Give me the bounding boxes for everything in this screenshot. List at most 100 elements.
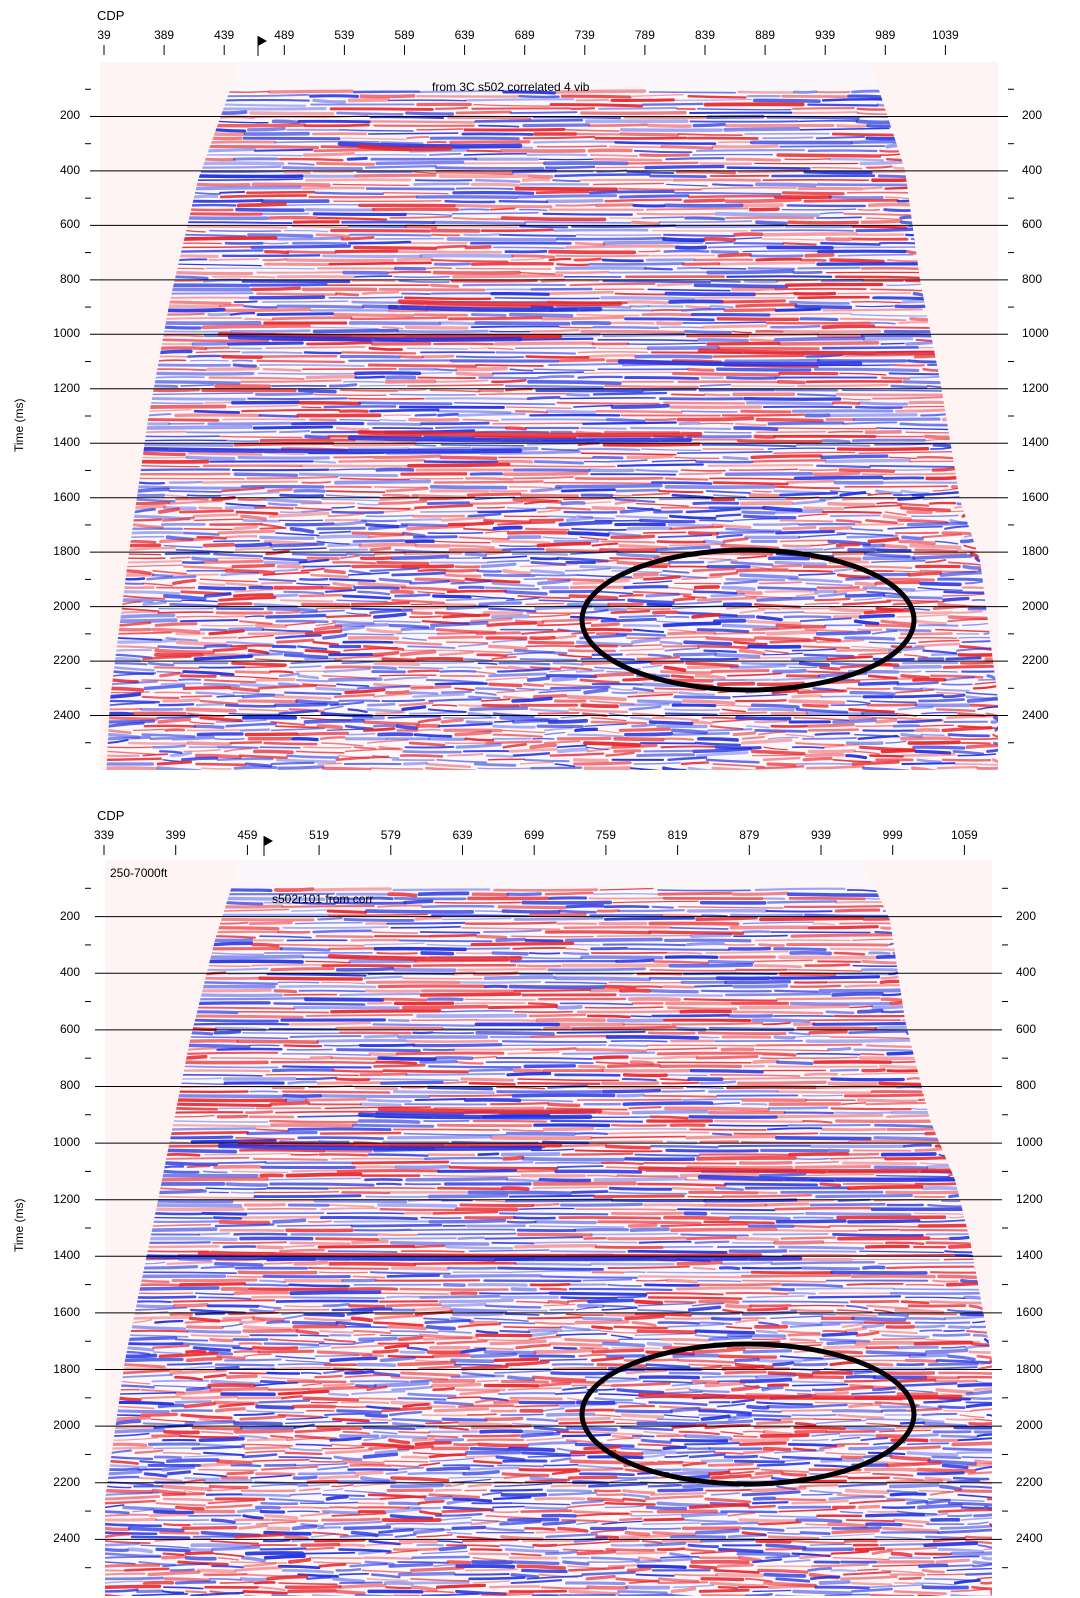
- y-tick-label-right: 800: [1016, 1078, 1037, 1093]
- panel-note: 250-7000ft: [110, 866, 168, 880]
- x-tick-label: 589: [394, 28, 415, 42]
- y-tick-label-right: 2000: [1016, 1418, 1043, 1433]
- x-tick-label: 939: [810, 828, 832, 842]
- y-tick-label-right: 800: [1022, 271, 1043, 286]
- x-tick-label: 759: [595, 828, 616, 842]
- x-tick-label: 1039: [932, 28, 959, 42]
- x-axis-label: CDP: [97, 8, 125, 23]
- reflector-band: [227, 334, 523, 342]
- reflector-band: [117, 1254, 803, 1262]
- y-tick-label-left: 2200: [53, 1474, 80, 1489]
- y-tick-label-right: 1400: [1022, 435, 1049, 450]
- y-tick-label-left: 2000: [53, 1418, 80, 1433]
- y-tick-label-right: 1200: [1022, 380, 1049, 395]
- x-tick-label: 739: [574, 28, 595, 42]
- y-axis-label: Time (ms): [12, 398, 26, 452]
- x-tick-label: 519: [309, 828, 330, 842]
- seismic-section-bottom: [85, 836, 1008, 1596]
- y-tick-label-left: 2000: [53, 598, 80, 613]
- y-tick-label-left: 600: [59, 217, 80, 232]
- x-tick-label: 819: [667, 828, 688, 842]
- x-tick-label: 889: [755, 28, 776, 42]
- y-tick-label-left: 200: [59, 108, 80, 123]
- y-tick-label-right: 2200: [1022, 653, 1049, 668]
- reflector-band: [347, 435, 693, 443]
- annotation-ellipse: [579, 547, 917, 693]
- y-tick-label-right: 2000: [1022, 598, 1049, 613]
- reflector-band: [637, 1392, 963, 1400]
- x-tick-label: 639: [454, 28, 475, 42]
- y-tick-label-left: 200: [59, 908, 80, 923]
- reflector-band: [697, 348, 953, 356]
- seismic-reflections: [105, 860, 992, 1596]
- reflector-band: [617, 359, 863, 367]
- y-tick-label-left: 1800: [53, 544, 80, 559]
- x-tick-label: 339: [93, 828, 115, 842]
- y-tick-label-left: 400: [59, 162, 80, 177]
- x-tick-label: 389: [154, 28, 175, 42]
- y-tick-label-right: 600: [1016, 1021, 1037, 1036]
- y-tick-label-right: 1200: [1016, 1191, 1043, 1206]
- marker-flag-icon: [264, 836, 273, 846]
- y-tick-label-left: 400: [59, 965, 80, 980]
- x-tick-label: 639: [452, 828, 473, 842]
- reflector-band: [327, 953, 523, 962]
- x-tick-label: 689: [514, 28, 535, 42]
- y-tick-label-left: 600: [59, 1021, 80, 1036]
- reflector-band: [117, 446, 523, 454]
- x-tick-label: 459: [237, 828, 258, 842]
- y-tick-label-left: 1600: [53, 489, 80, 504]
- y-tick-label-left: 2200: [53, 653, 80, 668]
- x-tick-label: 399: [165, 828, 186, 842]
- marker-flag-icon: [258, 36, 267, 46]
- y-tick-label-right: 1800: [1016, 1361, 1043, 1376]
- y-tick-label-right: 400: [1022, 162, 1043, 177]
- y-tick-label-left: 800: [59, 1078, 80, 1093]
- x-axis-label: CDP: [97, 808, 125, 823]
- x-tick-label: 789: [634, 28, 655, 42]
- seismic-section-top: [85, 36, 1014, 773]
- annotation-ellipse: [579, 1341, 917, 1487]
- y-tick-label-left: 1000: [53, 326, 80, 341]
- reflector-band: [697, 1174, 973, 1182]
- reflector-band: [637, 1166, 963, 1174]
- x-tick-label: 879: [739, 828, 760, 842]
- y-tick-label-left: 1200: [53, 1191, 80, 1206]
- reflector-band: [217, 1143, 543, 1151]
- reflector-band: [397, 299, 623, 307]
- y-tick-label-left: 2400: [53, 1531, 80, 1546]
- y-tick-label-right: 1600: [1022, 489, 1049, 504]
- chart-title: from 3C s502 correlated 4 vib: [432, 80, 590, 94]
- y-tick-label-right: 400: [1016, 965, 1037, 980]
- y-tick-label-left: 1200: [53, 380, 80, 395]
- y-tick-label-left: 1600: [53, 1304, 80, 1319]
- x-tick-label: 989: [875, 28, 896, 42]
- x-tick-label: 699: [524, 828, 545, 842]
- y-tick-label-right: 2200: [1016, 1474, 1043, 1489]
- seismic-reflections: [100, 62, 998, 773]
- reflector-band: [357, 430, 703, 438]
- y-tick-label-left: 1000: [53, 1135, 80, 1150]
- y-tick-label-right: 1800: [1022, 544, 1049, 559]
- x-tick-label: 839: [694, 28, 716, 42]
- reflector-band: [237, 1140, 563, 1148]
- chart-title: s502r101 from corr: [272, 892, 374, 906]
- y-tick-label-left: 1400: [53, 435, 80, 450]
- reflector-band: [217, 332, 563, 340]
- x-tick-label: 489: [274, 28, 295, 42]
- y-tick-label-right: 1000: [1022, 326, 1049, 341]
- y-tick-label-left: 1400: [53, 1248, 80, 1263]
- x-tick-label: 439: [214, 28, 235, 42]
- y-tick-label-right: 200: [1022, 108, 1043, 123]
- seismic-panel-bottom: CDP Time (ms) 250-7000ft s502r101 from c…: [0, 800, 1080, 1598]
- y-tick-label-left: 800: [59, 271, 80, 286]
- y-tick-label-right: 600: [1022, 217, 1043, 232]
- x-tick-label: 39: [97, 28, 111, 42]
- x-tick-label: 539: [334, 28, 355, 42]
- reflector-band: [357, 144, 453, 152]
- y-tick-label-right: 2400: [1022, 707, 1049, 722]
- x-tick-label: 1059: [951, 828, 978, 842]
- reflector-band: [387, 304, 603, 312]
- y-tick-label-right: 1000: [1016, 1135, 1043, 1150]
- y-tick-label-right: 200: [1016, 908, 1037, 923]
